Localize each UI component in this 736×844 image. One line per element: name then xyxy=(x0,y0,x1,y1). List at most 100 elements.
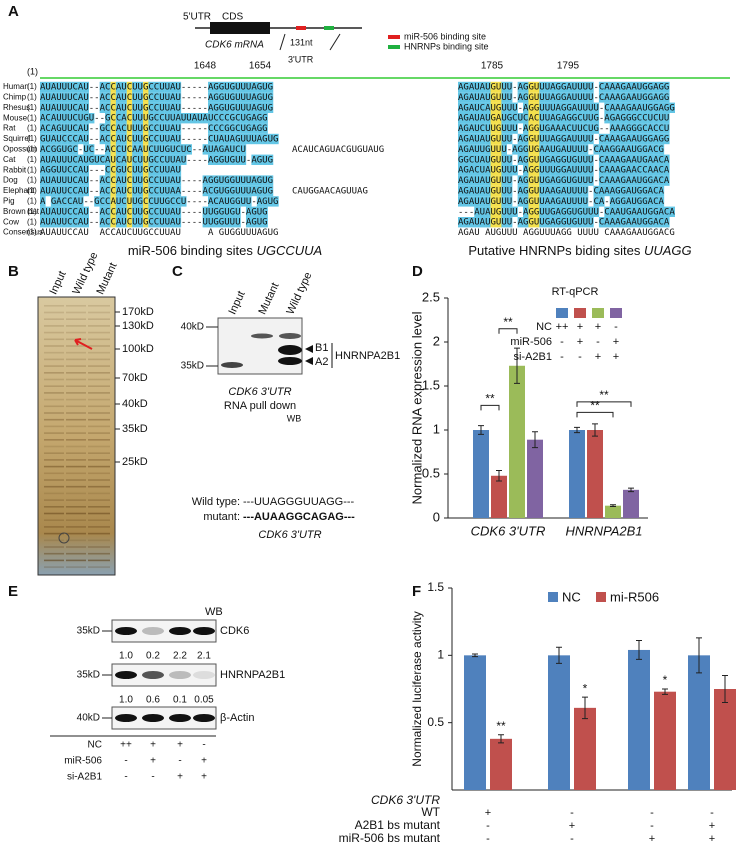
residue-shade xyxy=(533,185,540,197)
residue-shade xyxy=(528,196,535,207)
residue-shade xyxy=(631,154,638,165)
sequence: AUAUUCCAU--ACCAUCUUGCCUUAA----ACGUGGUUUA… xyxy=(40,187,273,197)
residue-shade xyxy=(137,81,144,93)
residue-shade xyxy=(609,175,616,186)
gel-band xyxy=(44,492,64,495)
residue-shade xyxy=(604,144,610,155)
residue-shade xyxy=(490,81,497,93)
residue-shade xyxy=(615,206,621,217)
gel-band xyxy=(44,439,64,441)
quant-label: 1.0 xyxy=(119,695,133,706)
residue-shade xyxy=(115,102,122,113)
residue-shade xyxy=(137,123,144,134)
caption-text: miR-506 binding sites xyxy=(128,243,257,258)
residue-shade xyxy=(501,102,507,113)
residue-shade xyxy=(245,206,252,217)
residue-shade xyxy=(45,92,52,103)
residue-shade xyxy=(164,123,171,134)
blot-label: HNRNPA2B1 xyxy=(220,669,285,681)
residue-shade xyxy=(235,217,241,228)
significance-bracket xyxy=(576,401,632,407)
residue-shade xyxy=(495,102,502,113)
sequence: AGACUAUGUUU-AGGUUUGGAUUUU-CAAAGAACCAACA xyxy=(458,166,670,176)
gel-band xyxy=(66,485,86,488)
legend-swatch xyxy=(596,592,606,602)
error-bar xyxy=(662,688,668,695)
bar xyxy=(623,489,639,518)
residue-shade xyxy=(191,113,198,124)
gel-band xyxy=(44,479,64,481)
residue-shade xyxy=(72,175,79,186)
gel-band xyxy=(88,479,110,481)
condition-mark: + xyxy=(595,321,601,333)
residue-shade xyxy=(479,185,486,197)
residue-shade xyxy=(636,144,643,155)
residue-shade xyxy=(229,92,236,103)
residue-shade xyxy=(539,217,545,228)
residue-shade xyxy=(517,175,524,186)
residue-shade xyxy=(512,102,518,113)
residue-shade xyxy=(647,92,654,103)
residue-shade xyxy=(539,144,545,155)
residue-shade xyxy=(159,102,165,113)
residue-shade xyxy=(663,123,670,134)
chart-title: RT-qPCR xyxy=(552,286,599,298)
residue-shade xyxy=(148,113,155,124)
residue-shade xyxy=(256,154,263,165)
residue-shade xyxy=(267,196,274,207)
residue-shade xyxy=(474,92,480,103)
residue-shade xyxy=(251,81,257,93)
residue-shade xyxy=(126,92,133,103)
residue-shade xyxy=(550,175,556,186)
gel-band xyxy=(44,425,64,428)
residue-shade xyxy=(620,165,627,176)
residue-shade xyxy=(180,144,187,155)
residue-shade xyxy=(615,144,621,155)
residue-shade xyxy=(164,165,171,176)
residue-shade xyxy=(458,217,464,228)
residue-shade xyxy=(626,81,632,93)
residue-shade xyxy=(620,154,627,165)
bar xyxy=(490,738,512,790)
gel-band xyxy=(66,331,86,334)
residue-shade xyxy=(577,206,583,217)
residue-shade xyxy=(61,196,68,207)
residue-shade xyxy=(159,196,165,207)
residue-shade xyxy=(620,206,627,217)
residue-shade xyxy=(213,81,220,93)
residue-shade xyxy=(458,123,464,134)
residue-shade xyxy=(235,102,241,113)
residue-shade xyxy=(523,206,529,217)
residue-shade xyxy=(555,206,562,217)
residue-shade xyxy=(485,81,491,93)
gene-label: CDK6 mRNA xyxy=(205,40,264,51)
residue-shade xyxy=(99,154,106,165)
residue-shade xyxy=(121,175,127,186)
quant-label: 0.1 xyxy=(173,695,187,706)
residue-shade xyxy=(663,113,670,124)
residue-shade xyxy=(132,144,138,155)
gel-band xyxy=(88,365,110,367)
residue-shade xyxy=(132,133,138,145)
conditions-title: CDK6 3'UTR xyxy=(371,793,440,807)
band xyxy=(115,714,137,722)
marker-label: 40kD xyxy=(77,713,100,724)
residue-shade xyxy=(582,102,589,113)
sequence: AUAUUUCAU--ACCAUCUUGCCUUAU----AGGUGGUUUA… xyxy=(40,176,273,186)
residue-shade xyxy=(523,102,529,113)
residue-shade xyxy=(626,185,632,197)
residue-shade xyxy=(251,185,257,197)
alignment-index: (1) xyxy=(27,66,38,76)
residue-shade xyxy=(631,217,638,228)
residue-shade xyxy=(213,113,220,124)
condition-mark: - xyxy=(596,336,600,348)
residue-shade xyxy=(631,175,638,186)
residue-shade xyxy=(213,206,220,217)
residue-shade xyxy=(501,154,507,165)
species-label: Mouse xyxy=(3,113,28,122)
residue-shade xyxy=(571,154,578,165)
residue-shade xyxy=(170,206,176,217)
species-label: Elephant xyxy=(3,186,35,195)
residue-shade xyxy=(61,154,68,165)
residue-shade xyxy=(83,206,89,217)
